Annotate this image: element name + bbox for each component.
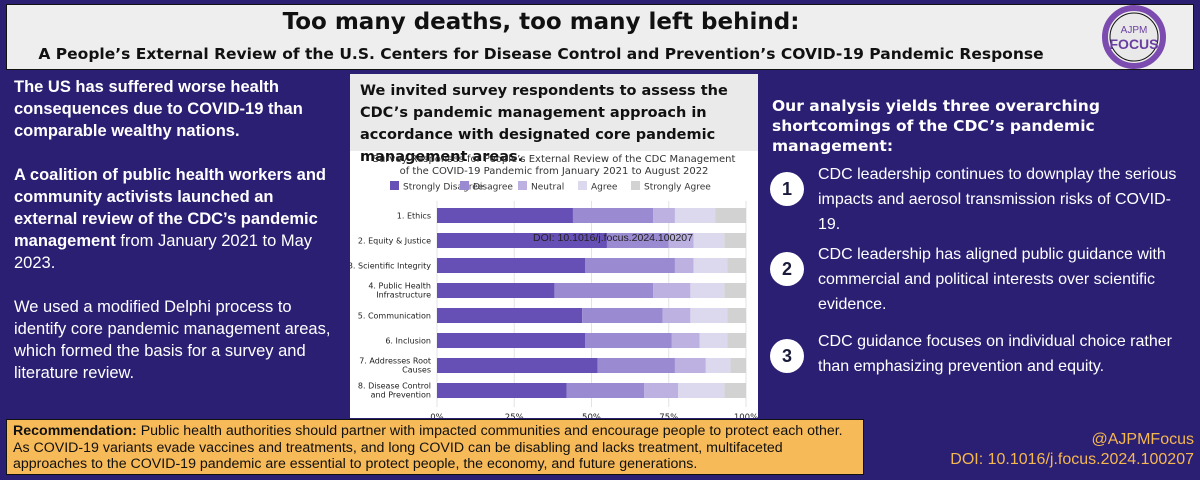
intro-paragraph-3: We used a modified Delphi process to ide… [14,298,331,382]
bar-segment-strongly-disagree [437,308,583,323]
legend-label-neutral: Neutral [531,183,564,193]
recommendation-label: Recommendation: [13,423,137,439]
bar-segment-strongly-disagree [437,233,607,248]
bar-segment-agree [699,333,728,348]
intro-paragraph-2: A coalition of public health workers and… [14,164,339,274]
bar-segment-disagree [597,358,675,373]
bar-segment-neutral [653,283,691,298]
survey-heading: We invited survey respondents to assess … [350,74,758,165]
category-label: 7. Addresses Root Causes [359,357,431,375]
bar-segment-strongly-disagree [437,208,573,223]
legend-swatch-strongly-agree [631,181,640,190]
bar-segment-strongly-agree [724,383,746,398]
page-subtitle: A People’s External Review of the U.S. C… [38,45,1044,63]
ajpm-focus-logo: AJPM FOCUS [1102,5,1166,69]
bar-segment-disagree [585,333,672,348]
bar-segment-strongly-agree [715,208,746,223]
logo-main-text: FOCUS [1110,36,1159,52]
bar-segment-neutral [668,233,694,248]
bar-segment-agree [693,258,728,273]
findings-column: Our analysis yields three overarching sh… [770,76,1190,375]
chart-category-labels: 1. Ethics 2. Equity & Justice 3. Scientifi… [350,212,431,400]
bar-segment-strongly-agree [724,283,746,298]
bar-segment-agree [705,358,731,373]
twitter-handle[interactable]: @AJPMFocus [1091,431,1194,448]
finding-number-badge: 1 [770,172,804,206]
bar-segment-strongly-agree [727,333,746,348]
logo-top-text: AJPM [1121,25,1148,36]
recommendation-box: Recommendation: Public health authoritie… [6,419,864,475]
legend-swatch-neutral [518,181,527,190]
legend-label-agree: Agree [591,183,618,193]
findings-intro: Our analysis yields three overarching sh… [772,97,1100,155]
x-tick-label: 50% [582,413,601,418]
bar-segment-agree [690,283,725,298]
intro-paragraph-2-bold: A coalition of public health workers and… [14,166,327,250]
bar-segment-agree [690,308,728,323]
bar-segment-agree [678,383,725,398]
category-label: 6. Inclusion [385,337,431,346]
finding-number-badge: 2 [770,252,804,286]
bar-segment-disagree [606,233,669,248]
chart-title-line-1: Survey Responses for People’s External R… [373,154,736,165]
legend-swatch-strongly-disagree [390,181,399,190]
bar-segment-disagree [582,308,663,323]
bar-segment-disagree [554,283,654,298]
legend-label-disagree: Disagree [473,183,513,193]
bar-segment-neutral [674,358,706,373]
category-label: 8. Disease Control and Prevention [358,382,431,400]
bar-segment-disagree [572,208,654,223]
bar-segment-neutral [653,208,675,223]
survey-chart: Survey Responses for People’s External R… [350,154,758,418]
bar-segment-strongly-disagree [437,383,567,398]
chart-doi-watermark: DOI: 10.1016/j.focus.2024.100207 [533,232,693,244]
bar-segment-neutral [644,383,679,398]
finding-number-badge: 3 [770,339,804,373]
finding-text: CDC guidance focuses on individual choic… [818,333,1172,375]
bar-segment-strongly-disagree [437,358,598,373]
legend-swatch-disagree [460,181,469,190]
chart-title-line-2: of the COVID-19 Pandemic from January 20… [400,166,709,177]
x-tick-label: 25% [505,413,524,418]
chart-x-ticks: 0% 25% 50% 75% 100% [430,413,758,418]
bar-segment-strongly-disagree [437,333,586,348]
bar-segment-strongly-agree [727,308,746,323]
category-label: 5. Communication [358,312,431,321]
legend-label-strongly-agree: Strongly Agree [644,183,711,193]
bar-segment-disagree [566,383,645,398]
legend-label-strongly-disagree: Strongly Disagree [403,183,484,193]
finding-text: CDC leadership has aligned public guidan… [818,246,1166,313]
bar-segment-strongly-agree [724,233,746,248]
header-banner: Too many deaths, too many left behind: A… [6,4,1194,70]
x-tick-label: 75% [659,413,678,418]
intro-paragraph-2-rest: from January 2021 to May 2023. [14,232,313,272]
x-tick-label: 0% [430,413,444,418]
intro-paragraph-1: The US has suffered worse health consequ… [14,78,303,140]
category-label: 4. Public Health Infrastructure [368,282,431,300]
bar-segment-agree [674,208,716,223]
category-label: 2. Equity & Justice [358,237,431,246]
recommendation-text: Public health authorities should partner… [13,423,843,472]
bar-segment-neutral [662,308,691,323]
bar-segment-strongly-disagree [437,258,586,273]
chart-bars [437,208,746,398]
legend-swatch-agree [578,181,587,190]
bar-segment-agree [693,233,725,248]
doi-link[interactable]: DOI: 10.1016/j.focus.2024.100207 [950,451,1194,468]
category-label: 3. Scientific Integrity [350,262,431,271]
bar-segment-strongly-agree [730,358,746,373]
survey-panel: We invited survey respondents to assess … [350,74,758,418]
category-label: 1. Ethics [397,212,431,221]
finding-text: CDC leadership continues to downplay the… [818,166,1177,233]
intro-column: The US has suffered worse health consequ… [14,76,339,406]
bar-segment-neutral [671,333,700,348]
bar-segment-disagree [585,258,675,273]
credits: @AJPMFocus DOI: 10.1016/j.focus.2024.100… [872,430,1194,470]
x-tick-label: 100% [734,413,758,418]
bar-segment-strongly-disagree [437,283,555,298]
bar-segment-neutral [674,258,694,273]
bar-segment-strongly-agree [727,258,746,273]
page-title: Too many deaths, too many left behind: [282,9,800,35]
